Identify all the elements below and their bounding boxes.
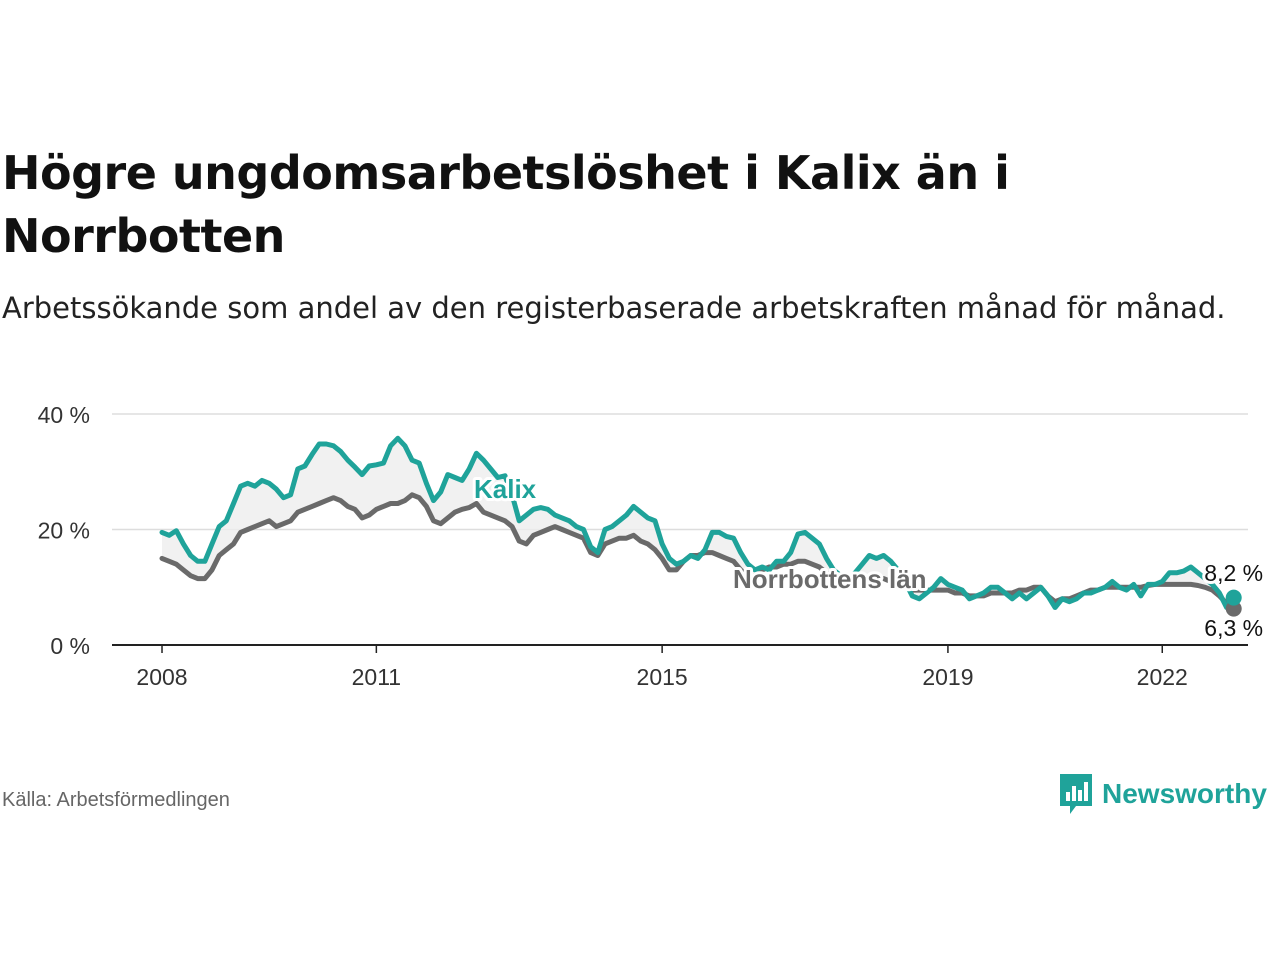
series-label-kalix-halo: Kalix [474, 474, 537, 504]
end-label-kalix-halo: 8,2 % [1204, 560, 1263, 586]
difference-band [162, 438, 1234, 609]
end-point-norrbotten [1225, 600, 1242, 617]
newsworthy-logo-icon [1060, 774, 1092, 814]
x-tick-label: 2019 [922, 664, 973, 690]
series-label-kalix: Kalix [474, 474, 537, 504]
y-tick-label: 0 % [50, 633, 90, 659]
end-label-norrbotten-halo: 6,3 % [1204, 615, 1263, 641]
end-label-norrbotten: 6,3 % [1204, 615, 1263, 641]
brand-name: Newsworthy [1102, 778, 1267, 809]
gridlines [112, 413, 1248, 531]
x-tick-label: 2011 [352, 664, 401, 690]
page-title: Högre ungdomsarbetslöshet i Kalix än i N… [2, 146, 1010, 263]
series-gap-band [162, 438, 1234, 609]
axes: 0 % 20 % 40 % 2008 2011 2015 2019 2022 [38, 402, 1248, 690]
x-tick-label: 2022 [1137, 664, 1188, 690]
brand-logo[interactable]: Newsworthy [1058, 772, 1267, 816]
x-tick-label: 2015 [637, 664, 688, 690]
series-lines [159, 435, 1242, 617]
source-note: Källa: Arbetsförmedlingen [2, 789, 230, 811]
series-line-kalix [159, 435, 1237, 610]
y-tick-label: 20 % [38, 518, 90, 544]
series-label-norrbotten: Norrbottens län [733, 564, 927, 594]
x-tick-label: 2008 [136, 664, 187, 690]
y-tick-label: 40 % [38, 402, 90, 428]
line-chart: 0 %20 %40 %2008 2011 2015 2019 2022 KalixKal… [38, 402, 1267, 690]
series-label-norrbotten-halo: Norrbottens län [733, 564, 927, 594]
page-subtitle: Arbetssökande som andel av den registerb… [2, 291, 1226, 325]
end-label-kalix: 8,2 % [1204, 560, 1263, 586]
series-line-norrbotten [159, 492, 1237, 612]
end-point-kalix [1225, 589, 1242, 606]
